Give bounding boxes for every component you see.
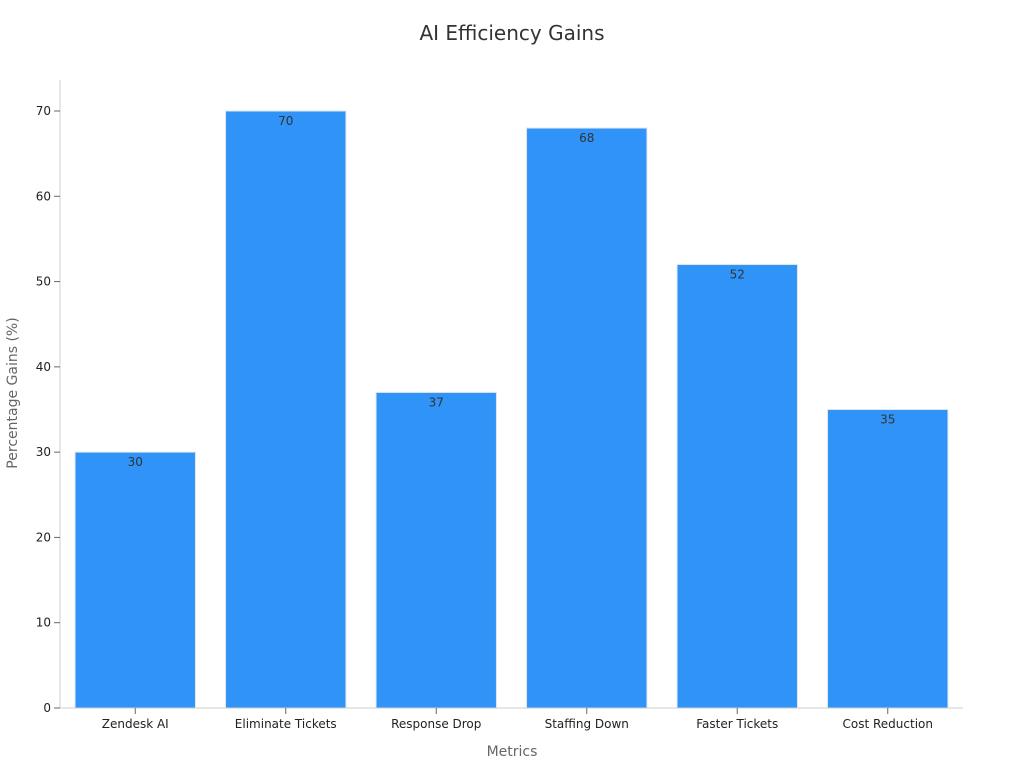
x-tick-label: Response Drop <box>391 717 481 731</box>
x-tick-label: Zendesk AI <box>102 717 169 731</box>
x-axis: Zendesk AI Eliminate Tickets Response Drop… <box>60 707 963 731</box>
bar <box>526 127 648 709</box>
bar <box>375 391 497 709</box>
bar-value-label: 68 <box>579 131 594 145</box>
y-axis-title: Percentage Gains (%) <box>5 317 21 468</box>
y-tick-label: 40 <box>36 360 51 374</box>
y-tick-label: 0 <box>43 701 51 715</box>
y-tick-label: 20 <box>36 530 51 544</box>
bar-value-label: 35 <box>880 413 895 427</box>
y-tick-label: 50 <box>36 275 51 289</box>
chart-title: AI Efficiency Gains <box>419 21 604 45</box>
bar <box>676 264 798 709</box>
y-tick-label: 60 <box>36 189 51 203</box>
bar-value-label: 30 <box>128 455 143 469</box>
bar-value-label: 70 <box>278 114 293 128</box>
bar-value-label: 37 <box>429 395 444 409</box>
y-axis: 0 10 20 30 40 50 60 70 <box>36 80 61 715</box>
x-tick-label: Eliminate Tickets <box>235 717 337 731</box>
x-tick-label: Faster Tickets <box>696 717 778 731</box>
y-tick-label: 10 <box>36 616 51 630</box>
x-axis-title: Metrics <box>487 744 538 760</box>
bar-value-label: 52 <box>730 268 745 282</box>
y-tick-label: 70 <box>36 104 51 118</box>
y-tick-label: 30 <box>36 445 51 459</box>
bars-group: 30 70 37 68 52 35 <box>74 110 949 709</box>
bar <box>74 451 196 709</box>
x-tick-label: Cost Reduction <box>843 717 933 731</box>
x-tick-label: Staffing Down <box>545 717 629 731</box>
bar <box>225 110 347 709</box>
bar <box>827 409 949 709</box>
